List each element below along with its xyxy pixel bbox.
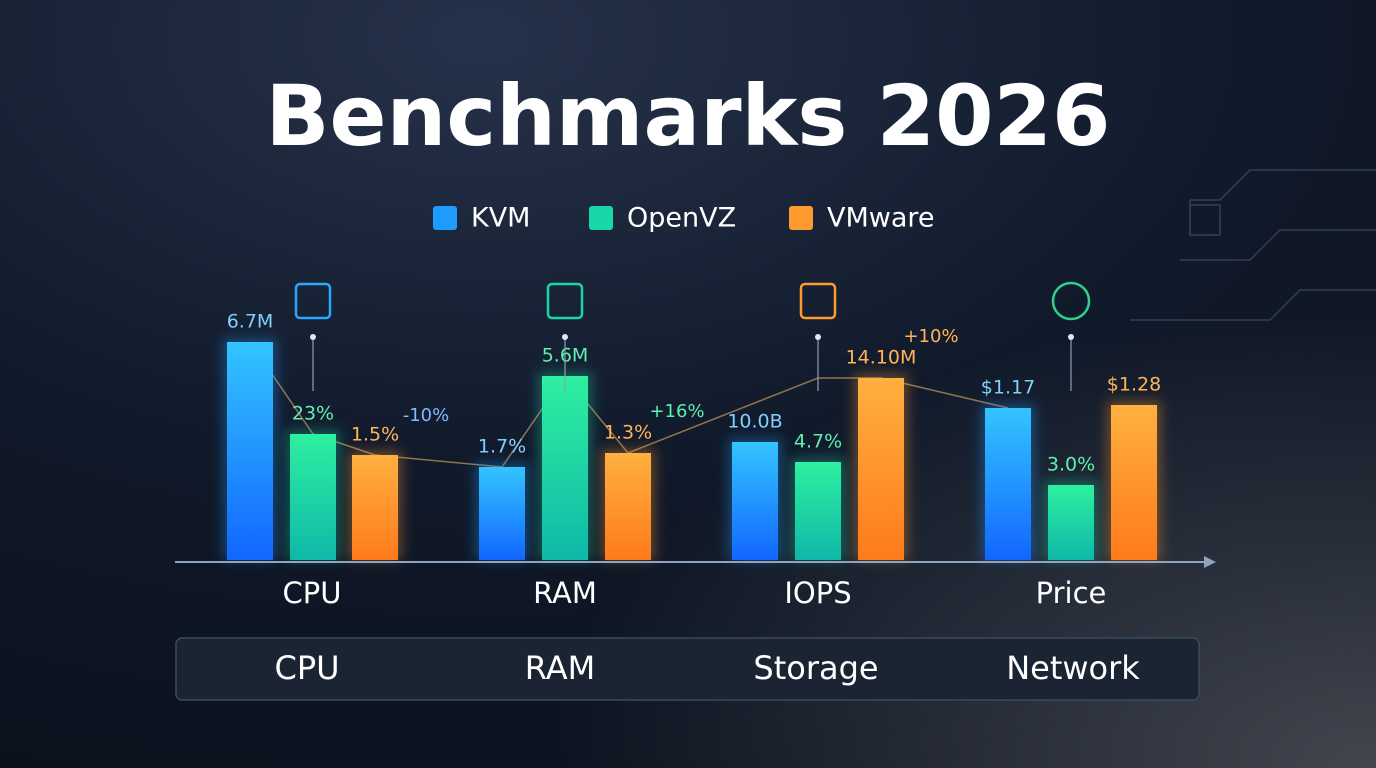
bar [290,434,336,560]
bar [1111,405,1157,560]
bar-label: 4.7% [794,431,842,453]
bar-label: 1.5% [351,424,399,446]
legend-swatch [433,206,457,230]
bar-label: $1.17 [981,377,1035,399]
category-label: IOPS [784,576,851,610]
legend-swatch [589,206,613,230]
annotation: -10% [403,405,450,426]
bar [542,376,588,560]
bar [605,453,651,560]
bar [732,442,778,560]
tabs: CPU RAM Storage Network [274,649,1140,687]
legend-swatch [789,206,813,230]
bar [858,378,904,560]
circuit-decoration [1130,169,1376,321]
legend-label: OpenVZ [627,203,736,234]
category-label: Price [1036,576,1107,610]
icon-dot [562,334,568,340]
icon-dot [815,334,821,340]
bar [227,342,273,560]
tab-label: Network [1006,649,1140,687]
legend: KVM OpenVZ VMware [433,203,935,234]
bar [795,462,841,560]
bar [479,467,525,560]
bar-label: $1.28 [1107,374,1161,396]
icon-dot [310,334,316,340]
icon [799,282,837,320]
tab-label: Storage [753,649,878,687]
icon [546,282,584,320]
bar-label: 3.0% [1047,454,1095,476]
bar-label: 1.7% [478,436,526,458]
icon-dot [1068,334,1074,340]
bar-label: 23% [292,403,334,425]
icon [1051,281,1091,321]
tab-bar [175,637,1200,701]
annotation: +16% [649,401,704,422]
bar-label: 10.0B [727,411,782,433]
category-label: RAM [533,576,597,610]
bar [985,408,1031,560]
title: Benchmarks 2026 [266,67,1111,165]
annotation: +10% [903,326,958,347]
bar [1048,485,1094,560]
legend-label: KVM [471,203,530,234]
icon [294,282,332,320]
bar-label: 1.3% [604,422,652,444]
x-axis-arrow [1204,556,1216,568]
legend-label: VMware [827,203,935,234]
bar-label: 14.10M [846,347,917,369]
tab-label: RAM [525,649,595,687]
bar-label: 6.7M [227,311,274,333]
tab-label: CPU [274,649,339,687]
category-label: CPU [283,576,342,610]
bar [352,455,398,560]
